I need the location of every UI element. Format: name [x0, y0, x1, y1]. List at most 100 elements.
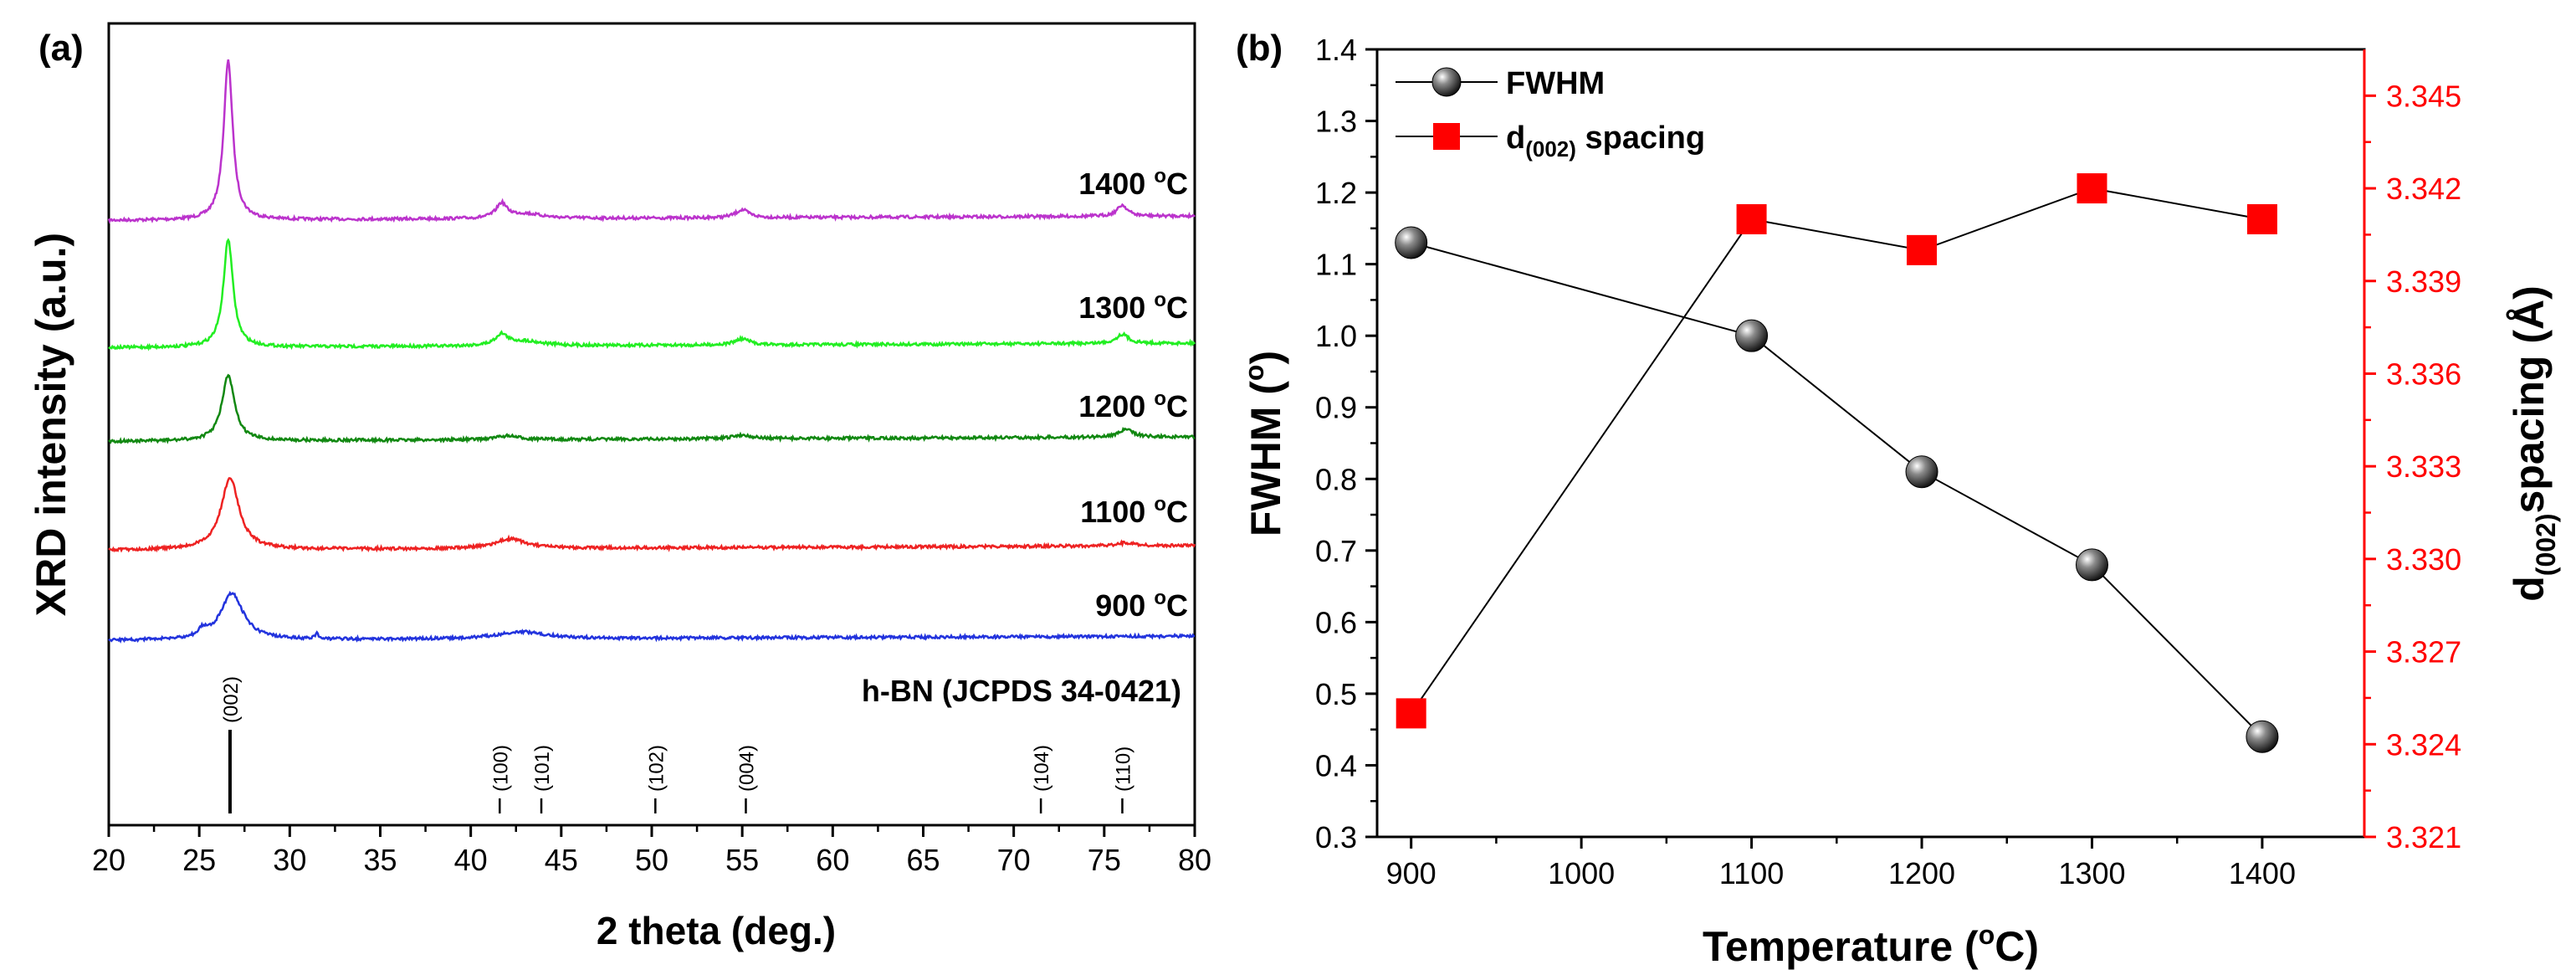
panel-a-x-axis-title: 2 theta (deg.): [597, 909, 836, 952]
x-tick-label-a-3: 35: [363, 843, 397, 877]
y-right-tick-label-4: 3.333: [2386, 449, 2461, 484]
y-left-tick-label-5: 0.8: [1315, 462, 1357, 496]
x-tick-label-a-7: 55: [725, 843, 759, 877]
x-tick-label-a-10: 70: [997, 843, 1031, 877]
series-label-value-1: 1300: [1078, 290, 1154, 325]
y-left-tick-label-11: 1.4: [1315, 33, 1357, 67]
series-label-sup-4: o: [1154, 587, 1166, 609]
reference-hkl-3: (102): [645, 745, 668, 792]
x-tick-label-b-2: 1100: [1719, 856, 1784, 890]
dspacing-point-2: [1907, 234, 1938, 265]
series-label-value-2: 1200: [1078, 389, 1154, 423]
x-tick-label-a-2: 30: [273, 843, 306, 877]
x-tick-label-a-8: 60: [816, 843, 849, 877]
legend-fwhm-marker: [1431, 67, 1462, 97]
dspacing-point-1: [1736, 203, 1767, 234]
legend-fwhm-label: FWHM: [1506, 66, 1605, 101]
series-label-unit-2: C: [1166, 389, 1188, 423]
reference-hkl-4: (004): [735, 745, 758, 792]
y-left-tick-label-2: 0.5: [1315, 677, 1357, 711]
y-right-tick-label-0: 3.321: [2386, 820, 2461, 854]
series-label-sup-3: o: [1154, 493, 1166, 516]
x-tick-label-b-3: 1200: [1888, 856, 1955, 890]
series-label-4: 900 oC: [1095, 587, 1188, 623]
series-label-unit-3: C: [1166, 495, 1188, 529]
y-left-tick-label-9: 1.2: [1315, 176, 1357, 210]
dspacing-point-3: [2077, 173, 2107, 204]
series-label-unit-1: C: [1166, 290, 1188, 325]
panel-b-frame: [1375, 48, 2366, 839]
panel-b-right-axis: 3.321 3.324 3.327 3.330 3.333 3.336 3.339 3.342…: [2363, 49, 2461, 854]
dspacing-point-0: [1396, 698, 1426, 729]
xrd-curve-2: [108, 373, 1196, 444]
series-line-1: [1410, 187, 2263, 714]
reference-hkl-0: (002): [220, 676, 243, 723]
panel-a-xrd-curves: [107, 59, 1196, 644]
panel-a-y-axis-title: XRD intensity (a.u.): [28, 233, 74, 616]
x-tick-label-a-1: 25: [182, 843, 216, 877]
fwhm-point-4: [2246, 720, 2279, 753]
panel-a-label: (a): [38, 28, 84, 69]
dspacing-point-4: [2246, 203, 2277, 234]
panel-a-x-axis: 20 25 30 35 40 45 50 55 60 65 70 75 80: [92, 825, 1211, 877]
x-tick-label-a-5: 45: [545, 843, 578, 877]
xrd-curve-3: [108, 477, 1196, 553]
series-label-unit-0: C: [1166, 167, 1188, 201]
y-right-tick-label-7: 3.342: [2386, 172, 2461, 206]
reference-hkl-5: (104): [1031, 745, 1053, 792]
reference-hkl-6: (110): [1112, 747, 1134, 792]
series-label-value-4: 900: [1095, 588, 1154, 623]
panel-b-right-y-axis-title: d(002)spacing (Å): [2506, 285, 2561, 602]
series-label-2: 1200 oC: [1078, 387, 1188, 423]
reference-hkl-1: (100): [489, 745, 512, 792]
fwhm-point-3: [2075, 548, 2108, 582]
series-label-value-0: 1400: [1078, 167, 1154, 201]
x-tick-label-b-0: 900: [1386, 856, 1437, 890]
y-right-tick-label-5: 3.336: [2386, 357, 2461, 391]
y-left-tick-label-7: 1.0: [1315, 319, 1357, 353]
panel-b-x-axis-title: Temperature (oC): [1703, 920, 2039, 970]
y-left-tick-label-8: 1.1: [1315, 248, 1357, 282]
series-label-sup-2: o: [1154, 387, 1166, 410]
fwhm-point-0: [1395, 226, 1428, 259]
panel-b-left-y-axis-title: FWHM (o): [1239, 351, 1289, 536]
xrd-curve-0: [107, 59, 1196, 224]
xrd-curve-4: [108, 590, 1195, 644]
x-tick-label-b-4: 1300: [2058, 856, 2125, 890]
y-left-tick-label-4: 0.7: [1315, 534, 1357, 568]
x-tick-label-b-1: 1000: [1548, 856, 1615, 890]
y-right-tick-label-2: 3.327: [2386, 635, 2461, 670]
series-label-0: 1400 oC: [1078, 165, 1188, 201]
series-label-sup-0: o: [1154, 165, 1166, 187]
y-right-tick-label-6: 3.339: [2386, 264, 2461, 299]
panel-a-reference-pattern: h-BN (JCPDS 34-0421) (002) (100) (101) (102)…: [220, 674, 1181, 813]
series-label-sup-1: o: [1154, 289, 1166, 311]
series-label-3: 1100 oC: [1080, 493, 1188, 529]
fwhm-point-1: [1735, 319, 1769, 352]
reference-title: h-BN (JCPDS 34-0421): [862, 674, 1181, 708]
x-tick-label-a-0: 20: [92, 843, 125, 877]
series-label-value-3: 1100: [1080, 495, 1154, 529]
panel-b-legend: FWHM d(002) spacing: [1396, 66, 1705, 162]
y-left-tick-label-3: 0.6: [1315, 605, 1357, 639]
series-line-0: [1411, 242, 2263, 737]
panel-b-series: [1395, 173, 2279, 753]
y-left-tick-label-10: 1.3: [1315, 105, 1357, 139]
reference-hkl-2: (101): [531, 745, 554, 792]
x-tick-label-a-11: 75: [1088, 843, 1121, 877]
y-right-tick-label-8: 3.345: [2386, 79, 2461, 113]
y-right-tick-label-1: 3.324: [2386, 727, 2461, 762]
xrd-curve-1: [108, 238, 1196, 351]
series-label-1: 1300 oC: [1078, 289, 1188, 325]
x-tick-label-a-12: 80: [1178, 843, 1211, 877]
y-left-tick-label-6: 0.9: [1315, 391, 1357, 425]
x-tick-label-a-9: 65: [906, 843, 940, 877]
y-left-tick-label-1: 0.4: [1315, 748, 1357, 782]
panel-b-fwhm-dspacing-chart: (b) 0.3 0.4 0.5 0.6 0.7 0.8 0.9 1.0 1.1 1.2 1.3 1.4…: [1236, 28, 2561, 970]
x-tick-label-a-4: 40: [454, 843, 488, 877]
y-left-tick-label-0: 0.3: [1315, 820, 1357, 854]
legend-dspacing-marker: [1433, 123, 1460, 150]
